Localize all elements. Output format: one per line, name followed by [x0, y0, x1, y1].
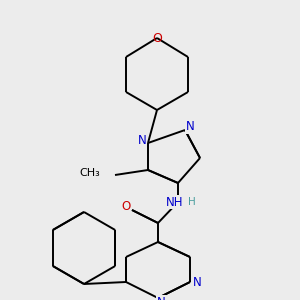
Text: N: N	[157, 296, 165, 300]
Text: O: O	[122, 200, 130, 212]
Text: O: O	[152, 32, 162, 44]
Text: CH₃: CH₃	[79, 168, 100, 178]
Text: N: N	[193, 275, 201, 289]
Text: N: N	[186, 121, 194, 134]
Text: N: N	[138, 134, 146, 148]
Text: H: H	[188, 197, 196, 207]
Text: NH: NH	[166, 196, 184, 208]
